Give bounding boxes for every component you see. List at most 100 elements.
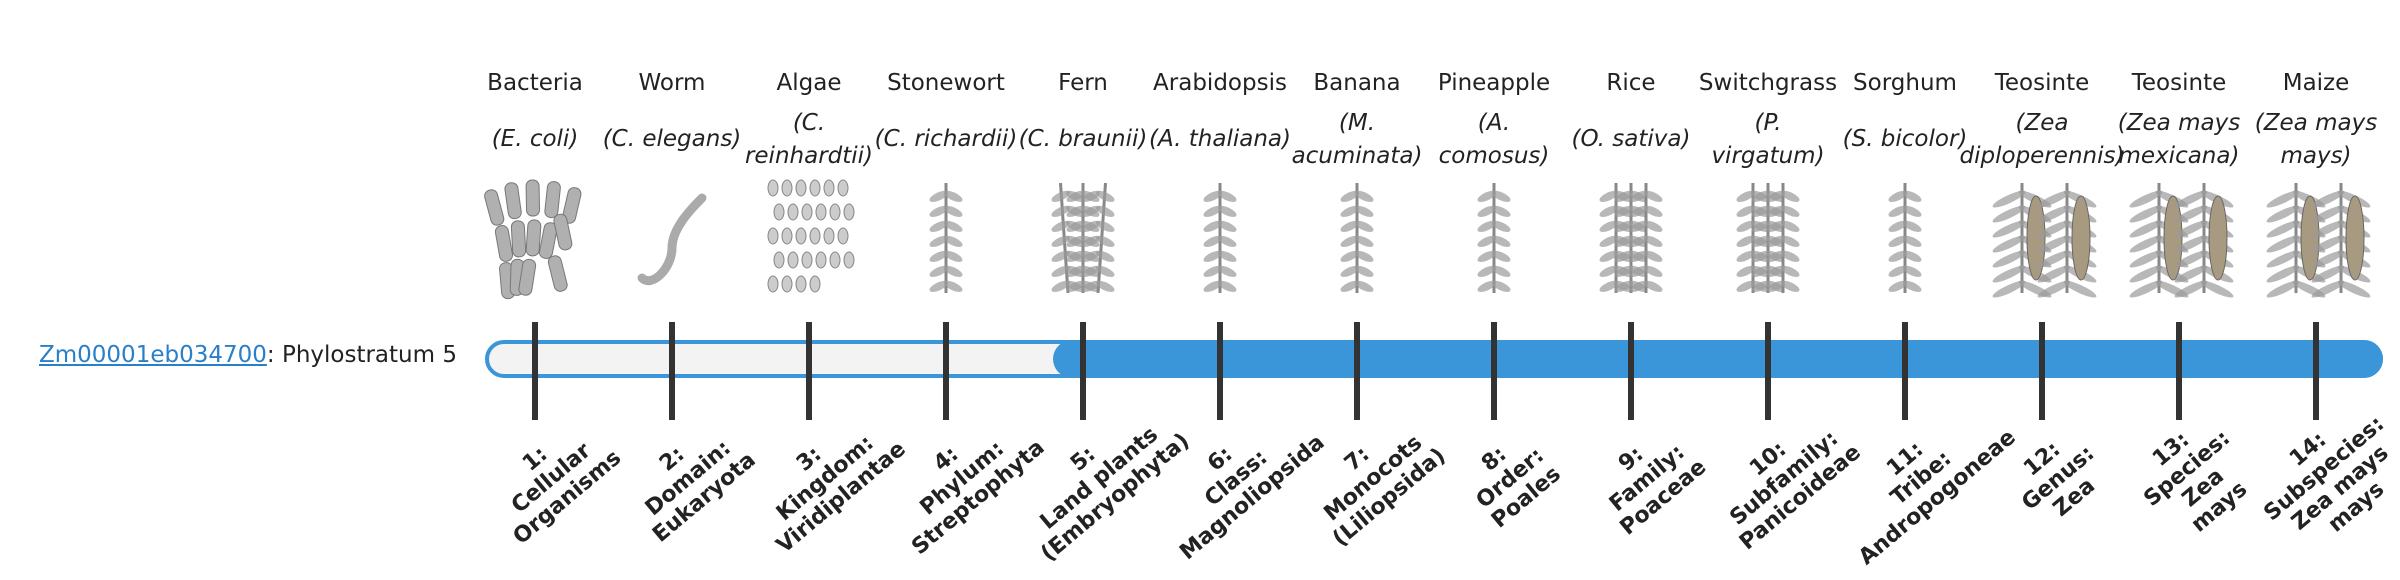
icon-part <box>1081 205 1100 217</box>
icon-part <box>1203 235 1222 247</box>
stratum-text: Zea <box>2178 464 2229 513</box>
icon-part <box>1355 250 1374 262</box>
icon-part <box>1992 190 2026 208</box>
icon-part <box>929 220 948 232</box>
icon-part <box>1492 190 1511 202</box>
gene-link[interactable]: Zm00001eb034700 <box>39 342 267 368</box>
stratum-text: 9: <box>1614 442 1649 477</box>
icon-part <box>944 235 963 247</box>
icon-part <box>1355 190 1374 202</box>
icon-part <box>1903 235 1922 247</box>
icon-part <box>2337 280 2371 298</box>
icon-part <box>1492 205 1511 217</box>
stratum-text: (Liliopsida) <box>1328 443 1450 551</box>
icon-part <box>562 187 582 224</box>
icon-part <box>1203 205 1222 217</box>
icon-part <box>2311 205 2345 223</box>
icon-part <box>2037 250 2071 268</box>
stratum-label: 7:Monocots(Liliopsida) <box>1319 430 1450 551</box>
organism-latin: (C. elegans) <box>603 126 742 152</box>
icon-part <box>1629 250 1648 262</box>
icon-part <box>843 251 855 269</box>
icon-part <box>1644 205 1663 217</box>
icon-part <box>1340 250 1359 262</box>
stratum-text: Monocots <box>1319 430 1427 526</box>
icon-part <box>2174 250 2208 268</box>
stratum-label: 12:Genus:Zea <box>2017 437 2100 522</box>
icon-part <box>1766 250 1785 262</box>
icon-part <box>1081 190 1100 202</box>
stratum-text: (Embryophyta) <box>1036 428 1194 566</box>
icon-part <box>1477 190 1496 202</box>
organism-icon <box>1203 183 1237 293</box>
stratum-text: Poales <box>1487 462 1566 534</box>
icon-part <box>1781 220 1800 232</box>
organism-latin: (C. braunii) <box>1019 126 1148 152</box>
icon-part <box>1736 220 1755 232</box>
icon-part <box>1888 190 1907 202</box>
icon-part <box>795 179 807 197</box>
icon-part <box>1066 220 1085 232</box>
organism-name: Sorghum <box>1853 70 1957 96</box>
icon-part <box>499 262 516 300</box>
stratum-text: Subspecies: <box>2259 412 2389 527</box>
organism-latin: diploperennis) <box>1960 143 2125 169</box>
icon-part <box>781 227 793 245</box>
organism-name: Teosinte <box>2131 70 2226 96</box>
icon-part <box>1751 265 1770 277</box>
icon-part <box>2345 195 2365 281</box>
icon-part <box>1355 205 1374 217</box>
icon-part <box>1218 190 1237 202</box>
icon-part <box>1751 205 1770 217</box>
organism-latin: (P. <box>1755 110 1782 136</box>
icon-part <box>1340 280 1359 292</box>
icon-part <box>1888 280 1907 292</box>
icon-part <box>1629 205 1648 217</box>
icon-part <box>2266 205 2300 223</box>
icon-part <box>1644 190 1663 202</box>
icon-part <box>1096 265 1115 277</box>
stratum-text: Cellular <box>507 438 596 518</box>
icon-part <box>1066 265 1085 277</box>
stratum-text: Species: <box>2139 426 2235 512</box>
stratum-text: mays <box>2324 477 2390 538</box>
icon-part <box>1992 220 2026 238</box>
icon-part <box>929 235 948 247</box>
icon-part <box>1066 265 1085 277</box>
organism-icon <box>637 193 707 285</box>
icon-part <box>929 265 948 277</box>
icon-part <box>1081 235 1100 247</box>
icon-part <box>1614 265 1633 277</box>
icon-part <box>2174 220 2208 238</box>
icon-part <box>1218 265 1237 277</box>
icon-part <box>1477 280 1496 292</box>
icon-part <box>1629 220 1648 232</box>
icon-part <box>2292 235 2326 253</box>
icon-part <box>1736 235 1755 247</box>
icon-part <box>2129 265 2163 283</box>
icon-part <box>2200 235 2234 253</box>
icon-part <box>2129 280 2163 298</box>
stratum-text: Kingdom: <box>772 431 879 526</box>
icon-part <box>1355 280 1374 292</box>
icon-part <box>1492 250 1511 262</box>
icon-part <box>1614 220 1633 232</box>
icon-part <box>544 181 561 219</box>
organism-name: Bacteria <box>487 70 583 96</box>
icon-part <box>1766 220 1785 232</box>
icon-part <box>1066 190 1085 202</box>
icon-part <box>1355 265 1374 277</box>
icon-part <box>1614 280 1633 292</box>
icon-part <box>1751 235 1770 247</box>
stratum-text: Zea <box>2049 473 2100 522</box>
stratum-label: 8:Order:Poales <box>1472 442 1566 534</box>
icon-part <box>1218 220 1237 232</box>
icon-part <box>2311 235 2345 253</box>
icon-part <box>1051 265 1070 277</box>
phylostratum-label: : Phylostratum 5 <box>266 342 457 368</box>
icon-part <box>637 193 707 285</box>
icon-part <box>1203 250 1222 262</box>
icon-part <box>944 280 963 292</box>
